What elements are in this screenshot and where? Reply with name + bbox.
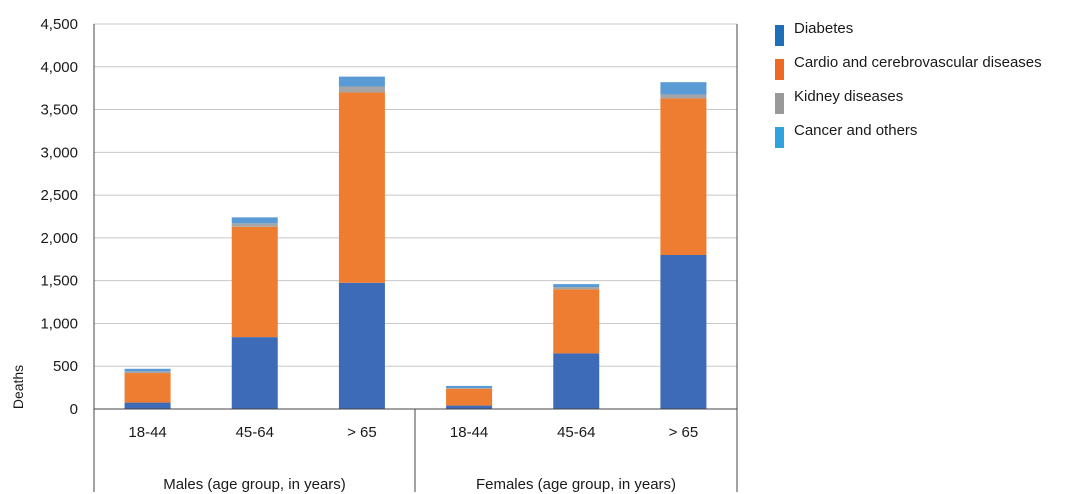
axes <box>93 24 738 492</box>
legend-label: Diabetes <box>794 20 854 37</box>
gridlines <box>94 23 737 367</box>
bar-segment <box>338 76 385 87</box>
group-label: Males (age group, in years) <box>163 476 346 493</box>
bar-segment <box>338 86 385 93</box>
bar-segment <box>446 388 493 406</box>
y-tick-label: 2,000 <box>40 230 78 247</box>
bar-segment <box>338 282 385 409</box>
legend-label: Cancer and others <box>794 122 918 139</box>
bar-segment <box>660 255 707 409</box>
legend-label: Kidney diseases <box>794 88 904 105</box>
bar-segment <box>446 405 493 409</box>
y-tick-label: 2,500 <box>40 187 78 204</box>
group-label: Females (age group, in years) <box>476 476 676 493</box>
bar-segment <box>660 94 707 99</box>
bar-segment <box>660 82 707 95</box>
y-tick-label: 4,500 <box>40 16 78 33</box>
legend-swatch <box>775 25 784 46</box>
y-axis-label: Deaths <box>10 365 26 409</box>
bar-segment <box>124 373 171 403</box>
legend-swatch <box>775 59 784 80</box>
y-tick-label: 4,000 <box>40 59 78 76</box>
y-tick-label: 3,000 <box>40 144 78 161</box>
y-tick-label: 500 <box>53 358 78 375</box>
bar-stacks <box>124 76 707 409</box>
legend-swatch <box>775 93 784 114</box>
bar-segment <box>124 371 171 374</box>
legend-swatch <box>775 127 784 148</box>
y-tick-label: 1,000 <box>40 315 78 332</box>
bar-segment <box>231 337 278 409</box>
bar-segment <box>553 284 600 288</box>
x-category-labels: 18-44 45-64 > 65 18-44 45-64 > 65 <box>128 424 698 441</box>
bar-segment <box>124 402 171 409</box>
bar-segment <box>338 92 385 283</box>
bar-segment <box>553 289 600 354</box>
x-category-label: 18-44 <box>128 424 166 441</box>
group-labels: Males (age group, in years) Females (age … <box>163 476 676 493</box>
y-tick-label: 1,500 <box>40 273 78 290</box>
x-category-label: 18-44 <box>450 424 488 441</box>
bar-segment <box>231 226 278 338</box>
bar-segment <box>446 385 493 389</box>
x-category-label: > 65 <box>347 424 377 441</box>
x-category-label: > 65 <box>669 424 699 441</box>
bar-segment <box>231 217 278 224</box>
legend-label: Cardio and cerebrovascular diseases <box>794 54 1042 71</box>
y-tick-labels: 0 500 1,000 1,500 2,000 2,500 3,000 3,500 4,000 4… <box>40 16 78 418</box>
bar-segment <box>660 98 707 255</box>
y-tick-label: 3,500 <box>40 102 78 119</box>
y-tick-label: 0 <box>70 401 78 418</box>
bar-segment <box>446 388 493 389</box>
bar-segment <box>553 287 600 290</box>
x-category-label: 45-64 <box>557 424 595 441</box>
bar-segment <box>231 223 278 227</box>
bar-segment <box>124 368 171 372</box>
x-category-label: 45-64 <box>236 424 274 441</box>
bar-segment <box>553 353 600 409</box>
